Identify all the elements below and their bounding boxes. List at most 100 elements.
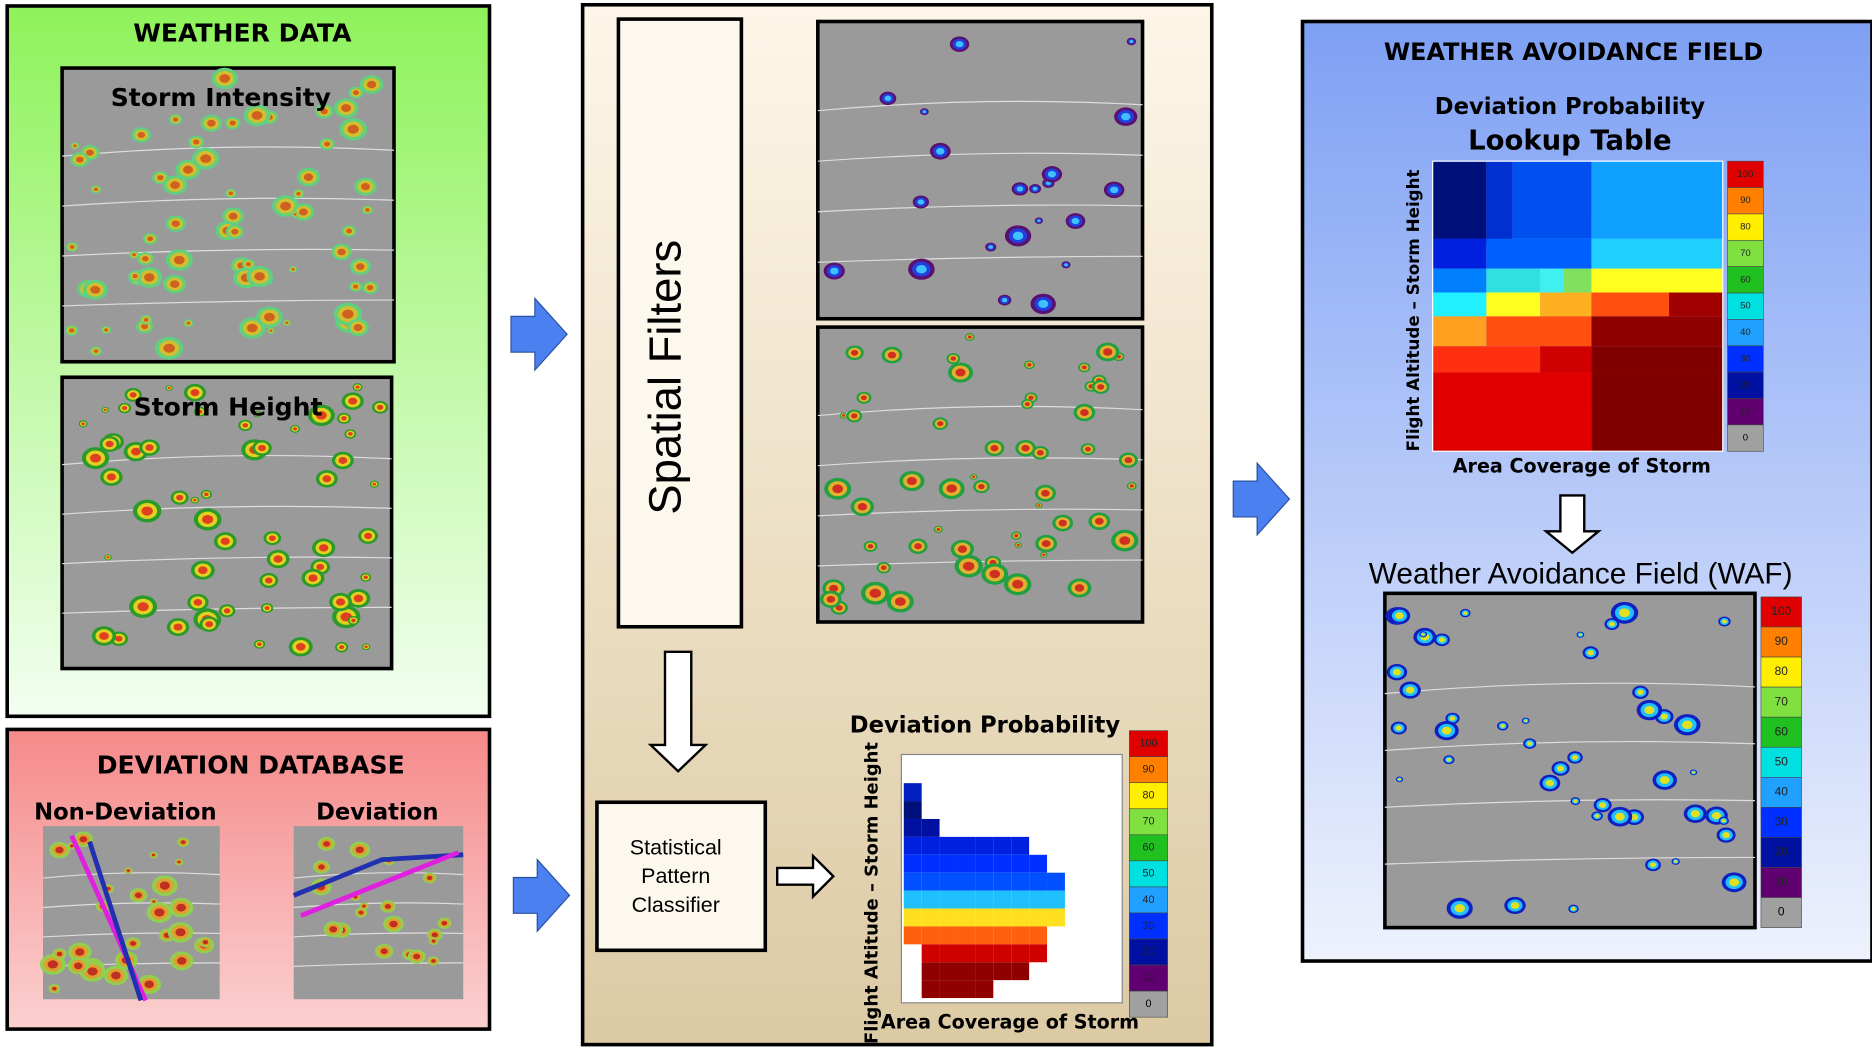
plot-cell	[922, 980, 940, 998]
storm-cell	[1082, 365, 1087, 369]
storm-cell	[427, 876, 432, 880]
map	[818, 327, 1143, 622]
storm-cell	[1037, 219, 1040, 222]
storm-cell	[338, 457, 347, 464]
storm-cell	[827, 596, 836, 603]
storm-cell	[1691, 810, 1700, 817]
storm-cell	[937, 421, 943, 426]
colorbar-label: 80	[1740, 222, 1751, 233]
storm-cell	[257, 642, 262, 646]
storm-cell	[224, 608, 231, 613]
plot-cell	[940, 891, 958, 909]
storm-cell	[172, 220, 180, 227]
panel-label: Storm Height	[134, 392, 323, 421]
storm-cell	[365, 208, 369, 212]
colorbar-label: 30	[1740, 353, 1751, 364]
plot-cell	[993, 926, 1011, 944]
colorbar-label: 50	[1143, 868, 1155, 880]
storm-cell	[1017, 544, 1020, 546]
storm-cell	[137, 132, 145, 138]
storm-cell	[74, 962, 83, 969]
storm-cell	[154, 908, 164, 916]
storm-cell	[1524, 719, 1527, 721]
table-cell	[1591, 316, 1722, 346]
storm-cell	[265, 606, 270, 610]
flow-arrow	[1233, 463, 1289, 535]
plot-cell	[904, 891, 922, 909]
panel-label: Storm Intensity	[111, 83, 331, 112]
storm-cell	[1595, 814, 1600, 818]
plot-cell	[904, 873, 922, 891]
plot-cell	[993, 909, 1011, 927]
storm-cell	[193, 140, 199, 145]
storm-cell	[69, 328, 74, 332]
flow-arrow	[511, 298, 567, 370]
storm-cell	[356, 386, 360, 389]
storm-cell	[198, 566, 208, 574]
storm-cell	[181, 840, 186, 844]
table-cell	[1591, 269, 1722, 293]
storm-cell	[304, 173, 313, 180]
plot-cell	[957, 855, 975, 873]
colorbar-label: 100	[1737, 169, 1753, 180]
storm-cell	[989, 570, 1000, 579]
plot-cell	[1011, 909, 1029, 927]
storm-cell	[219, 74, 230, 83]
storm-cell	[174, 256, 185, 265]
map	[818, 21, 1143, 318]
storm-cell	[86, 150, 94, 156]
plot-cell	[957, 873, 975, 891]
storm-cell	[1609, 622, 1615, 627]
plot-cell	[940, 962, 958, 980]
classifier-text: Classifier	[632, 893, 720, 917]
plot-cell	[975, 855, 993, 873]
storm-cell	[861, 395, 867, 400]
plot-cell	[1011, 962, 1029, 980]
storm-cell	[336, 598, 345, 605]
storm-cell	[127, 869, 130, 872]
storm-cell	[122, 406, 127, 410]
box-title: WEATHER DATA	[133, 19, 352, 48]
colorbar-label: 80	[1143, 790, 1155, 802]
storm-cell	[858, 503, 867, 510]
classifier-text: Statistical	[630, 835, 722, 859]
storm-cell	[914, 543, 922, 549]
plot-cell	[957, 909, 975, 927]
storm-cell	[207, 120, 216, 127]
map	[294, 826, 464, 999]
colorbar-label: 0	[1146, 998, 1152, 1010]
storm-cell	[221, 538, 230, 545]
storm-cell	[337, 249, 345, 256]
table-cell	[1513, 161, 1592, 239]
storm-cell	[353, 285, 358, 289]
storm-cell	[229, 192, 234, 196]
storm-cell	[364, 645, 367, 648]
storm-cell	[1014, 534, 1018, 537]
storm-cell	[157, 175, 164, 180]
table-cell	[1591, 346, 1722, 372]
storm-cell	[851, 413, 857, 418]
colorbar-label: 20	[1740, 380, 1751, 391]
plot-cell	[1047, 891, 1065, 909]
storm-cell	[359, 911, 364, 915]
storm-cell	[285, 322, 288, 325]
table-cell	[1669, 292, 1723, 316]
storm-cell	[888, 352, 896, 359]
storm-cell	[923, 110, 926, 113]
storm-cell	[170, 280, 179, 287]
plot-cell	[922, 891, 940, 909]
storm-cell	[1398, 778, 1401, 780]
storm-cell	[1028, 396, 1033, 400]
storm-cell	[385, 904, 391, 909]
storm-cell	[296, 192, 301, 196]
storm-cell	[1644, 706, 1654, 714]
label: Non-Deviation	[34, 800, 216, 826]
plot-cell	[940, 873, 958, 891]
storm-cell	[130, 941, 136, 946]
storm-cell	[1439, 637, 1445, 642]
colorbar-label: 100	[1140, 737, 1158, 749]
storm-cell	[252, 111, 263, 120]
plot-cell	[975, 873, 993, 891]
storm-cell	[187, 322, 191, 325]
plot-cell	[975, 926, 993, 944]
